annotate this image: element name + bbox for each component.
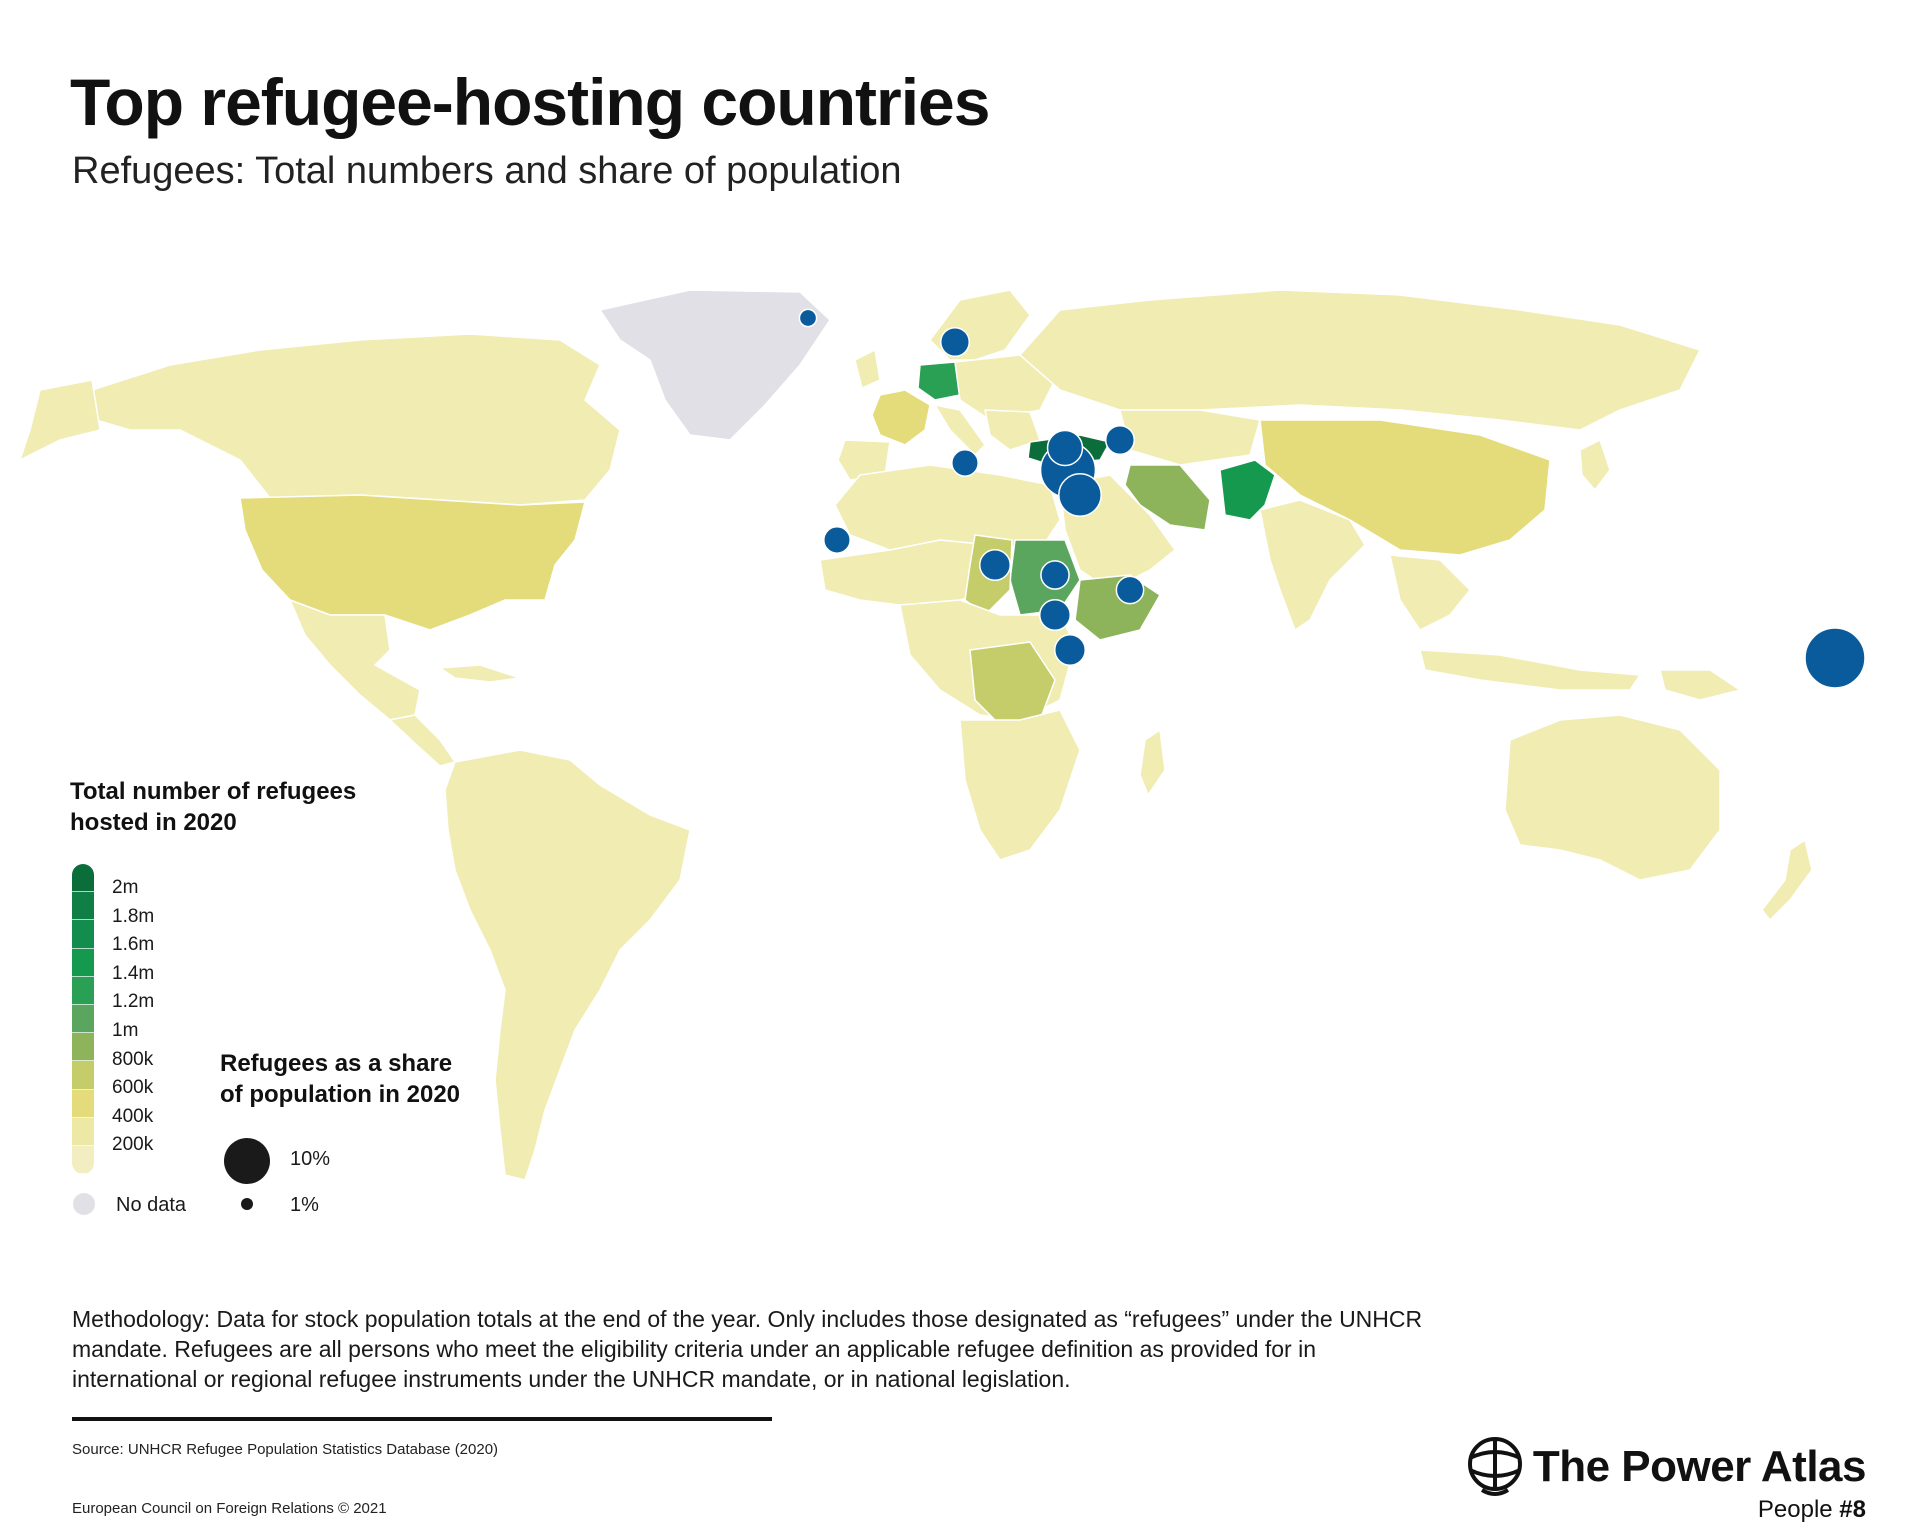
legend-scale-label: 600k (112, 1077, 154, 1099)
legend-scale-label: 1m (112, 1019, 139, 1041)
country-caribbean (437, 664, 521, 683)
country-kazakhstan (1119, 409, 1261, 466)
legend-scale-label: 1.4m (112, 962, 155, 984)
legend-scale-step (72, 1004, 94, 1034)
country-balkans (984, 409, 1041, 451)
bubble-sweden (939, 326, 971, 358)
bubble-iceland (798, 308, 818, 328)
country-greenland (598, 289, 831, 441)
methodology-note: Methodology: Data for stock population t… (72, 1306, 1423, 1392)
legend-total-title: Total number of refugees hosted in 2020 (70, 776, 356, 838)
legend-scale-labels: 2m 1.8m 1.6m 1.4m 1.2m 1m 800k 600k 400k 200k (112, 874, 154, 1160)
map-title: Top refugee-hosting countries (70, 65, 990, 139)
country-south-america (444, 749, 691, 1181)
bubble-malta (951, 449, 979, 477)
legend-total-title-line2: hosted in 2020 (70, 809, 237, 836)
bubble-jordan (1058, 473, 1102, 517)
country-new-zealand (1761, 838, 1813, 922)
country-alaska (18, 379, 101, 462)
legend-total-title-line1: Total number of refugees (70, 778, 357, 805)
globe-icon (1468, 1437, 1522, 1496)
legend-scale-label: 400k (112, 1105, 154, 1127)
legend-scale-label: 800k (112, 1048, 154, 1070)
legend-scale-label: 1.6m (112, 934, 155, 956)
organization-credit: European Council on Foreign Relations © … (72, 1500, 387, 1517)
country-china (1259, 419, 1551, 556)
country-indonesia (1419, 649, 1642, 691)
legend-scale-step (72, 1145, 94, 1174)
brand-name: The Power Atlas (1532, 1442, 1867, 1491)
legend-scale-step (72, 1033, 94, 1062)
country-mexico (288, 598, 421, 721)
country-france (871, 389, 931, 446)
country-north-africa (834, 464, 1061, 551)
legend-scale-step (72, 864, 94, 893)
no-data-swatch (73, 1193, 95, 1215)
country-pakistan (1219, 459, 1276, 521)
source-note: Source: UNHCR Refugee Population Statist… (72, 1441, 499, 1458)
legend-scale-step (72, 1089, 94, 1118)
country-india (1259, 499, 1366, 632)
bubble-aruba (1804, 627, 1866, 689)
no-data-label: No data (116, 1194, 187, 1216)
legend-scale-label: 200k (112, 1134, 154, 1156)
bubble-mauritania (823, 526, 851, 554)
footer-divider (72, 1417, 772, 1421)
bubble-djibouti (1115, 575, 1145, 605)
bubble-sudan (1040, 560, 1070, 590)
legend-scale-label: 2m (112, 877, 139, 898)
bubble-south-sudan (1038, 598, 1072, 632)
brand-series-label: People (1757, 1496, 1840, 1523)
brand-series-number: #8 (1839, 1496, 1866, 1523)
country-italy (933, 403, 986, 457)
legend-size-1pct-label: 1% (290, 1194, 319, 1216)
country-iran (1124, 464, 1211, 531)
legend-size-1pct (241, 1198, 253, 1210)
legend-share-title-line2: of population in 2020 (220, 1081, 461, 1108)
country-uk (854, 348, 881, 390)
country-australia (1504, 714, 1721, 881)
country-papua (1659, 669, 1742, 701)
country-russia (1018, 289, 1702, 431)
legend-scale-step (72, 892, 94, 921)
legend-scale-label: 1.8m (112, 905, 155, 927)
legend-scale-step (72, 948, 94, 977)
bubble-chad (978, 548, 1012, 582)
country-united-states (239, 494, 586, 631)
bubble-turkey (1046, 429, 1084, 467)
map-subtitle: Refugees: Total numbers and share of pop… (72, 150, 902, 192)
country-japan (1579, 438, 1611, 492)
legend-scale-label: 1.2m (112, 991, 155, 1013)
legend-color-scale (72, 864, 94, 1174)
brand-series: People #8 (1758, 1496, 1866, 1524)
legend-size-10pct-label: 10% (290, 1148, 331, 1170)
legend-scale-step (72, 976, 94, 1005)
legend-share-title: Refugees as a share of population in 202… (220, 1048, 460, 1110)
country-southeast-asia (1389, 554, 1472, 631)
country-central-america (388, 714, 457, 767)
legend-scale-step (72, 1061, 94, 1090)
country-germany (917, 361, 961, 401)
legend-size-10pct (224, 1138, 270, 1184)
country-canada (91, 333, 621, 506)
legend-share-title-line1: Refugees as a share (220, 1050, 453, 1077)
country-southern-africa (959, 709, 1081, 861)
world-map (18, 289, 1866, 1181)
legend-scale-step (72, 1117, 94, 1146)
legend-scale-step (72, 920, 94, 949)
bubble-armenia (1104, 424, 1136, 456)
bubble-uganda (1053, 633, 1087, 667)
country-madagascar (1139, 728, 1166, 797)
